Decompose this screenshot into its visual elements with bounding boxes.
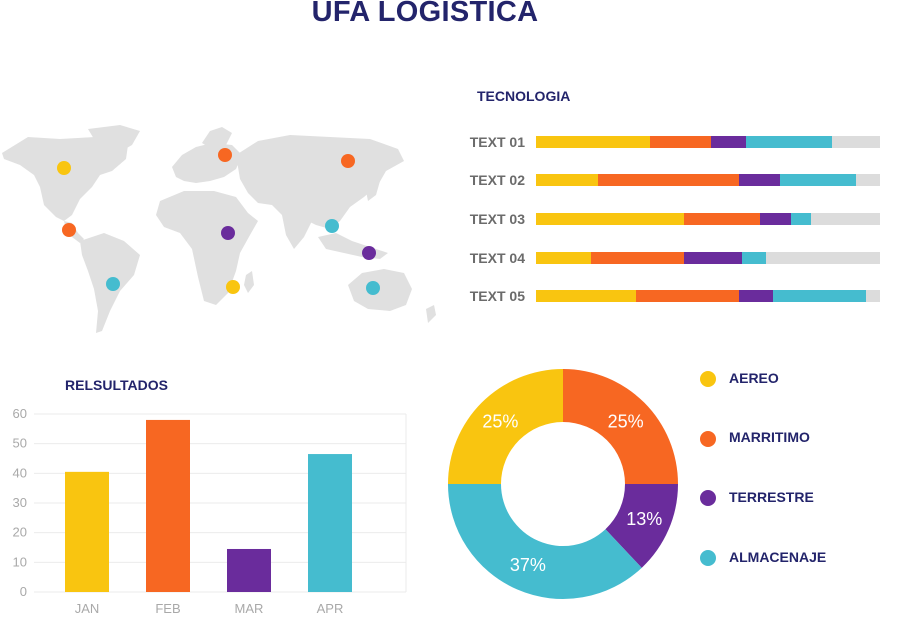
- bar-ytick-label: 10: [13, 554, 27, 569]
- bar-apr: [308, 454, 352, 592]
- tecnologia-segment: [684, 252, 742, 264]
- map-australia: [348, 269, 412, 311]
- tecnologia-segment: [742, 252, 766, 264]
- map-india: [282, 213, 312, 249]
- tecnologia-segment: [536, 136, 650, 148]
- map-marker-russia: [341, 154, 355, 168]
- tecnologia-segment: [650, 136, 712, 148]
- map-marker-europe: [218, 148, 232, 162]
- tecnologia-label: TEXT 01: [455, 134, 525, 150]
- tecnologia-label: TEXT 03: [455, 211, 525, 227]
- tecnologia-segment: [760, 213, 791, 225]
- map-marker-south-east-asia: [325, 219, 339, 233]
- tecnologia-label: TEXT 04: [455, 250, 525, 266]
- tecnologia-label: TEXT 05: [455, 288, 525, 304]
- tecnologia-segment: [780, 174, 856, 186]
- tecnologia-bar-row: [536, 174, 880, 186]
- map-indonesia: [318, 233, 388, 259]
- map-marker-central-america: [62, 223, 76, 237]
- bar-xtick-label: APR: [317, 601, 344, 616]
- tecnologia-segment: [536, 290, 636, 302]
- legend-label-almacenaje: ALMACENAJE: [729, 549, 826, 565]
- bar-jan: [65, 472, 109, 592]
- map-marker-south-america: [106, 277, 120, 291]
- tecnologia-segment: [591, 252, 684, 264]
- tecnologia-segment: [791, 213, 812, 225]
- tecnologia-bar-row: [536, 136, 880, 148]
- tecnologia-segment: [684, 213, 760, 225]
- resultados-bar-chart: 0 10 20 30 40 50 60 JAN FEB MAR APR: [0, 400, 420, 620]
- bar-ytick-label: 30: [13, 495, 27, 510]
- map-madagascar: [244, 271, 254, 293]
- world-map: [0, 125, 440, 340]
- bar-mar: [227, 549, 271, 592]
- legend-dot-aereo: [700, 371, 716, 387]
- tecnologia-bar-row: [536, 213, 880, 225]
- map-marker-north-america: [57, 161, 71, 175]
- donut-slice-label: 25%: [482, 411, 518, 431]
- bar-xtick-label: FEB: [155, 601, 180, 616]
- bar-ytick-label: 50: [13, 436, 27, 451]
- tecnologia-title: TECNOLOGIA: [477, 88, 570, 104]
- map-europe: [172, 143, 242, 183]
- legend-label-marritimo: MARRITIMO: [729, 429, 810, 445]
- donut-slice-label: 25%: [608, 411, 644, 431]
- bar-ytick-label: 0: [20, 584, 27, 599]
- tecnologia-segment: [536, 174, 598, 186]
- tecnologia-segment: [739, 174, 780, 186]
- legend-dot-terrestre: [700, 490, 716, 506]
- donut-slice-almacenaje: [448, 484, 642, 599]
- tecnologia-segment: [536, 252, 591, 264]
- donut-slice-label: 37%: [510, 555, 546, 575]
- page-title: UFA LOGISTICA: [0, 0, 850, 29]
- tecnologia-bar-row: [536, 290, 880, 302]
- map-marker-australia: [366, 281, 380, 295]
- bar-ytick-label: 60: [13, 406, 27, 421]
- tecnologia-segment: [773, 290, 866, 302]
- legend-label-aereo: AEREO: [729, 370, 779, 386]
- resultados-title: RELSULTADOS: [65, 377, 168, 393]
- tecnologia-segment: [739, 290, 773, 302]
- tecnologia-segment: [598, 174, 739, 186]
- tecnologia-segment: [711, 136, 745, 148]
- bar-xtick-label: MAR: [235, 601, 264, 616]
- legend-label-terrestre: TERRESTRE: [729, 489, 814, 505]
- bar-feb: [146, 420, 190, 592]
- map-africa: [156, 191, 258, 305]
- donut-slice-label: 13%: [626, 509, 662, 529]
- tecnologia-label: TEXT 02: [455, 172, 525, 188]
- legend-dot-almacenaje: [700, 550, 716, 566]
- map-new-zealand: [426, 305, 436, 323]
- map-marker-southern-africa: [226, 280, 240, 294]
- tecnologia-bar-row: [536, 252, 880, 264]
- map-marker-indonesia: [362, 246, 376, 260]
- bar-xtick-label: JAN: [75, 601, 100, 616]
- legend-dot-marritimo: [700, 431, 716, 447]
- donut-chart: 25% 13% 37% 25%: [445, 365, 685, 605]
- map-marker-africa: [221, 226, 235, 240]
- bar-ytick-label: 40: [13, 465, 27, 480]
- bar-ytick-label: 20: [13, 525, 27, 540]
- tecnologia-segment: [636, 290, 739, 302]
- tecnologia-segment: [746, 136, 832, 148]
- tecnologia-segment: [536, 213, 684, 225]
